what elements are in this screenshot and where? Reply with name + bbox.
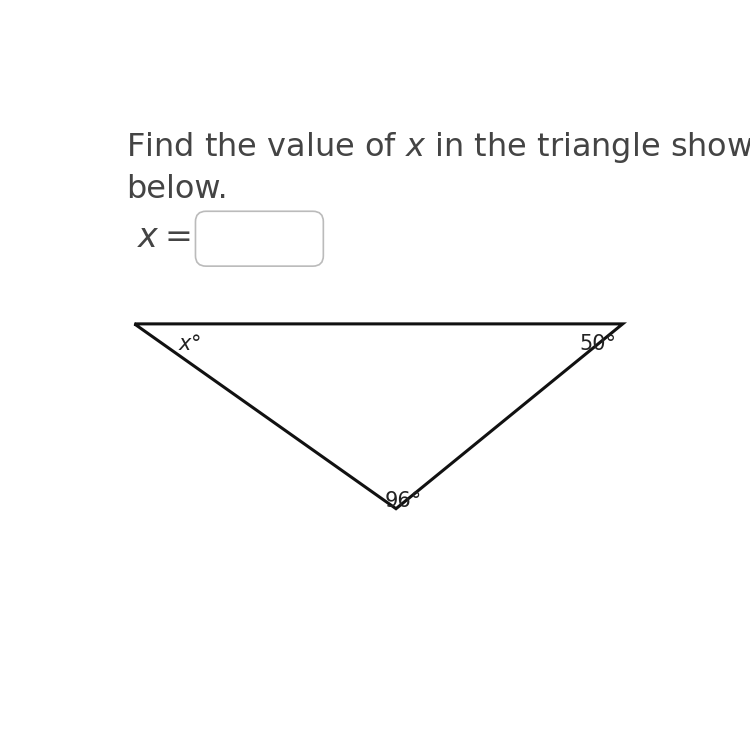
Text: $x =$: $x =$	[137, 220, 190, 254]
Text: $x$°: $x$°	[178, 334, 202, 354]
Text: 50°: 50°	[579, 334, 616, 354]
Text: Find the value of $x$ in the triangle shown: Find the value of $x$ in the triangle sh…	[126, 130, 750, 166]
Text: below.: below.	[126, 174, 227, 205]
FancyBboxPatch shape	[196, 211, 323, 266]
Text: 96°: 96°	[384, 491, 422, 512]
